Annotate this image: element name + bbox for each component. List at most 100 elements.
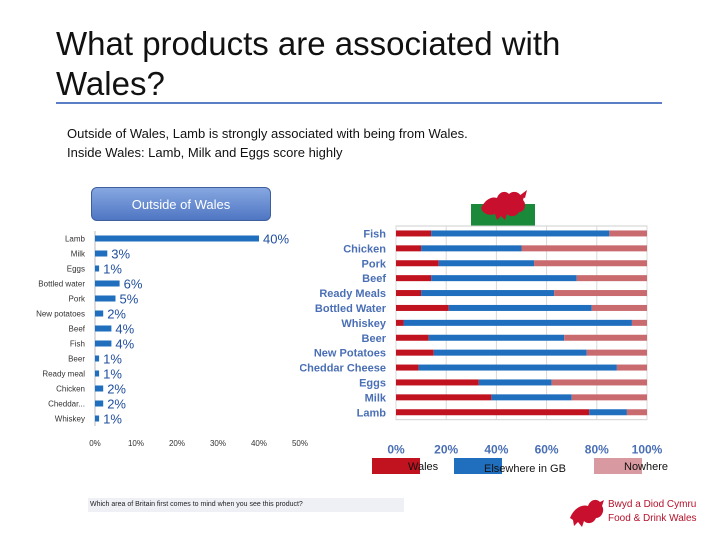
bar-segment xyxy=(551,379,647,386)
outside-wales-bar-chart: Lamb 40% Milk 3% Eggs 1% Bottled water 6% Pork 5%… xyxy=(36,231,308,448)
x-tick-label: 0% xyxy=(89,439,101,448)
bar xyxy=(95,400,104,407)
brand-line-welsh: Bwyd a Diod Cymru xyxy=(608,499,697,510)
bar-segment xyxy=(571,394,647,401)
category-label: Whiskey xyxy=(55,415,85,424)
category-label: Chicken xyxy=(56,385,85,394)
x-tick-label: 40% xyxy=(251,439,267,448)
value-label: 5% xyxy=(120,292,139,307)
category-label: Milk xyxy=(365,392,387,404)
bar xyxy=(95,325,112,332)
legend-swatch-wales xyxy=(372,458,420,474)
value-label: 1% xyxy=(103,367,122,382)
bar-segment xyxy=(491,394,572,401)
bar-segment xyxy=(448,304,592,311)
category-label: Whiskey xyxy=(341,318,387,330)
category-label: Beef xyxy=(362,273,386,285)
value-label: 3% xyxy=(111,247,130,262)
category-label: Cheddar Cheese xyxy=(300,363,386,375)
title-underline xyxy=(56,102,662,104)
x-tick-label: 10% xyxy=(128,439,144,448)
bar-segment xyxy=(534,260,647,267)
legend-label-nowhere: Nowhere xyxy=(624,461,669,473)
legend-label-wales: Wales xyxy=(408,461,439,473)
category-label: Milk xyxy=(71,250,86,259)
x-tick-label: 60% xyxy=(535,443,559,457)
bar-segment xyxy=(403,319,632,326)
bar xyxy=(95,265,100,272)
value-label: 6% xyxy=(124,277,143,292)
bar-segment xyxy=(609,230,647,237)
bar-segment xyxy=(554,290,647,297)
value-label: 40% xyxy=(263,232,289,247)
bar-segment xyxy=(428,334,565,341)
bar-segment xyxy=(396,409,590,416)
bar-segment xyxy=(478,379,552,386)
category-label: Fish xyxy=(70,340,85,349)
category-label: Ready Meals xyxy=(319,288,386,300)
legend-label-gb: Elsewhere in GB xyxy=(484,463,566,475)
bar-segment xyxy=(396,260,439,267)
category-label: Pork xyxy=(69,295,86,304)
dragon-logo-icon xyxy=(570,499,604,527)
bar-segment xyxy=(396,394,492,401)
category-label: New Potatoes xyxy=(314,348,386,360)
category-label: Bottled water xyxy=(38,280,85,289)
value-label: 1% xyxy=(103,262,122,277)
category-label: Eggs xyxy=(67,265,85,274)
category-label: Beer xyxy=(362,333,387,345)
bar xyxy=(95,340,112,347)
slide-title: What products are associated with Wales? xyxy=(56,25,561,102)
bar-segment xyxy=(586,349,647,356)
survey-question-footnote: Which area of Britain first comes to min… xyxy=(88,498,404,512)
bar-segment xyxy=(576,275,647,282)
x-tick-label: 100% xyxy=(632,443,663,457)
category-label: New potatoes xyxy=(36,310,85,319)
subtitle-line-2: Inside Wales: Lamb, Milk and Eggs score … xyxy=(67,145,343,160)
value-label: 2% xyxy=(107,397,126,412)
bar-segment xyxy=(396,364,419,371)
bar-segment xyxy=(396,319,404,326)
category-label: Lamb xyxy=(357,407,387,419)
value-label: 4% xyxy=(115,337,134,352)
slide-subtitle: Outside of Wales, Lamb is strongly assoc… xyxy=(67,124,627,162)
x-tick-label: 80% xyxy=(585,443,609,457)
bar-segment xyxy=(564,334,647,341)
value-label: 1% xyxy=(103,412,122,427)
bar xyxy=(95,355,100,362)
outside-of-wales-button[interactable]: Outside of Wales xyxy=(91,187,271,221)
category-label: Eggs xyxy=(359,377,386,389)
legend-swatch-gb xyxy=(454,458,502,474)
bar-segment xyxy=(396,230,432,237)
x-tick-label: 30% xyxy=(210,439,226,448)
category-label: Lamb xyxy=(65,235,86,244)
category-label: Chicken xyxy=(343,243,386,255)
bar-segment xyxy=(431,230,610,237)
value-label: 2% xyxy=(107,382,126,397)
bar xyxy=(95,250,108,257)
x-tick-label: 40% xyxy=(484,443,508,457)
legend-swatch-nowhere xyxy=(594,458,642,474)
value-label: 4% xyxy=(115,322,134,337)
value-label: 1% xyxy=(103,352,122,367)
brand-text: Bwyd a Diod Cymru Food & Drink Wales xyxy=(608,498,697,526)
food-drink-wales-logo: Bwyd a Diod Cymru Food & Drink Wales xyxy=(566,496,716,530)
bar-segment xyxy=(396,349,434,356)
bar-segment xyxy=(438,260,535,267)
category-label: Beef xyxy=(69,325,86,334)
category-label: Ready meal xyxy=(42,370,85,379)
bar xyxy=(95,370,100,377)
bar-segment xyxy=(396,245,422,252)
bar-segment xyxy=(433,349,587,356)
bar-segment xyxy=(591,304,647,311)
bar xyxy=(95,235,259,242)
value-label: 2% xyxy=(107,307,126,322)
bar-segment xyxy=(589,409,627,416)
brand-line-english: Food & Drink Wales xyxy=(608,513,697,524)
bar-segment xyxy=(626,409,647,416)
bar-segment xyxy=(631,319,647,326)
subtitle-line-1: Outside of Wales, Lamb is strongly assoc… xyxy=(67,126,468,141)
bar-segment xyxy=(418,364,617,371)
bar-segment xyxy=(431,275,577,282)
bar xyxy=(95,280,120,287)
